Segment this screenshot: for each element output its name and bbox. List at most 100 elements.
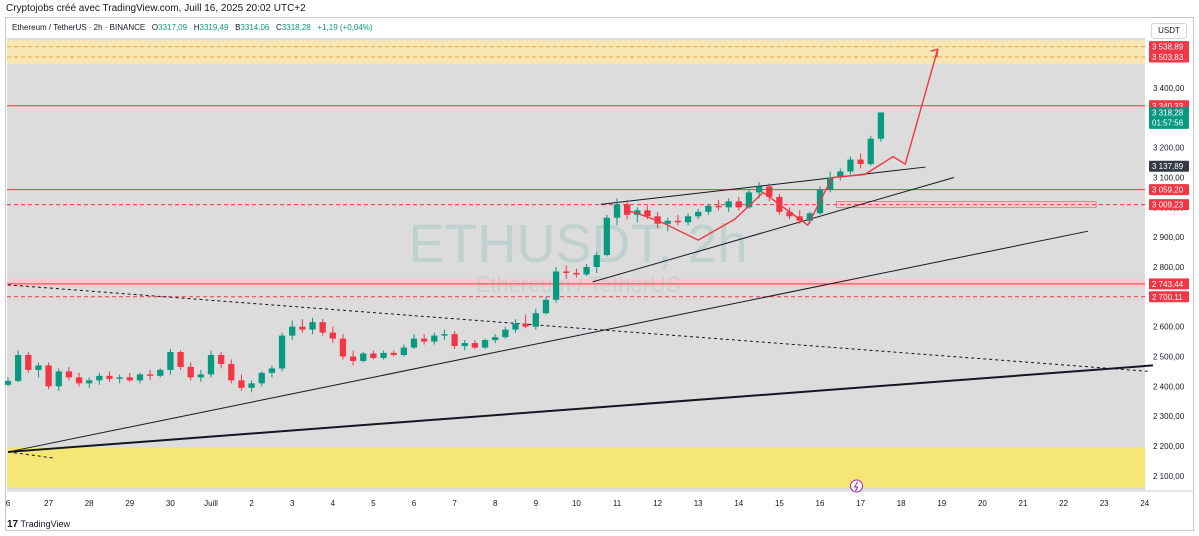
candle-body bbox=[45, 365, 52, 387]
trendline[interactable] bbox=[592, 177, 955, 283]
candle-body bbox=[146, 374, 154, 376]
candle-body bbox=[116, 377, 123, 379]
candle-body bbox=[157, 369, 164, 376]
watermark-name: Ethereum / TetherUS bbox=[475, 272, 680, 297]
candle-body bbox=[289, 326, 296, 336]
candle-body bbox=[715, 205, 722, 208]
trendline[interactable] bbox=[7, 284, 1149, 372]
y-tick-label: 2 200,00 bbox=[1153, 442, 1185, 451]
x-tick-label: 24 bbox=[1140, 499, 1149, 508]
candle bbox=[725, 198, 732, 212]
currency-selector[interactable]: USDT bbox=[1151, 23, 1187, 39]
y-tick-label: 2 500,00 bbox=[1153, 352, 1185, 361]
trendline[interactable] bbox=[7, 451, 53, 459]
price-label-bg bbox=[1149, 184, 1189, 196]
candle-body bbox=[735, 201, 742, 208]
candle-body bbox=[248, 383, 255, 388]
x-tick-label: 5 bbox=[371, 499, 376, 508]
price-label: 3 503,83 bbox=[1149, 51, 1189, 63]
tradingview-logo[interactable]: 17 TradingView bbox=[7, 519, 70, 530]
candle-body bbox=[218, 354, 225, 364]
x-tick-label: 12 bbox=[653, 499, 662, 508]
candle-body bbox=[695, 211, 702, 217]
candle-body bbox=[654, 216, 661, 224]
candle bbox=[603, 214, 610, 257]
candle-body bbox=[55, 371, 62, 387]
watermark-symbol: ETHUSDT, 2h bbox=[408, 214, 747, 274]
candle bbox=[197, 369, 204, 382]
y-tick-label: 2 400,00 bbox=[1153, 382, 1185, 391]
price-label: 3 137,89 bbox=[1149, 160, 1189, 172]
x-tick-label: 15 bbox=[775, 499, 784, 508]
price-label-text: 3 318,28 bbox=[1152, 108, 1184, 117]
y-tick-label: 2 100,00 bbox=[1153, 472, 1185, 481]
price-label-bg bbox=[1149, 291, 1189, 303]
trendline[interactable] bbox=[7, 364, 1153, 453]
candle bbox=[766, 183, 773, 202]
x-tick-label: 21 bbox=[1019, 499, 1028, 508]
candle-body bbox=[613, 204, 621, 218]
candle-body bbox=[512, 323, 519, 330]
legend-close-key: C bbox=[276, 23, 282, 32]
candle-body bbox=[339, 338, 347, 357]
candle-body bbox=[349, 356, 357, 361]
y-tick-label: 2 900,00 bbox=[1153, 233, 1185, 242]
candle-body bbox=[492, 337, 499, 341]
price-label: 3 009,23 bbox=[1149, 199, 1189, 211]
x-tick-label: 13 bbox=[694, 499, 703, 508]
candle bbox=[613, 198, 621, 226]
price-label-text: 2 700,11 bbox=[1152, 293, 1183, 302]
candle-body bbox=[278, 335, 286, 369]
trendline[interactable] bbox=[600, 166, 926, 205]
candle bbox=[319, 319, 326, 336]
event-lightning-icon[interactable] bbox=[850, 479, 864, 493]
candle-body bbox=[228, 363, 235, 381]
candle bbox=[715, 199, 722, 211]
price-label-text: 3 340,33 bbox=[1152, 102, 1184, 111]
price-label-bg bbox=[1149, 51, 1189, 63]
candle-body bbox=[674, 220, 682, 223]
price-zone bbox=[7, 447, 1145, 488]
legend-low-key: B bbox=[235, 23, 241, 32]
candle-body bbox=[421, 338, 428, 342]
candle-body bbox=[410, 338, 418, 348]
candle-body bbox=[867, 138, 874, 165]
candle-body bbox=[380, 352, 387, 358]
trendline[interactable] bbox=[7, 230, 1089, 453]
candle-body bbox=[400, 347, 407, 355]
plot-area[interactable] bbox=[7, 38, 1145, 490]
candle-body bbox=[329, 332, 336, 339]
candle-body bbox=[664, 220, 671, 224]
legend-open-key: O bbox=[151, 23, 159, 32]
candle bbox=[502, 326, 509, 339]
candle-body bbox=[75, 377, 83, 384]
candle bbox=[116, 374, 123, 384]
candle-body bbox=[522, 323, 529, 327]
y-tick-label: 3 400,00 bbox=[1153, 84, 1185, 93]
x-tick-label: 6 bbox=[6, 499, 11, 508]
legend-high-value: 3319,49 bbox=[199, 23, 229, 32]
candle bbox=[654, 211, 661, 229]
x-tick-label: 10 bbox=[572, 499, 581, 508]
candle bbox=[228, 359, 235, 384]
candle bbox=[847, 156, 854, 175]
projection-path[interactable] bbox=[624, 49, 939, 241]
candle-body bbox=[552, 271, 560, 300]
candle-body bbox=[857, 159, 864, 165]
candle-body bbox=[268, 368, 276, 373]
candle bbox=[207, 350, 215, 378]
candle bbox=[360, 352, 367, 363]
candle bbox=[329, 326, 336, 344]
candle bbox=[512, 319, 519, 333]
projection-arrowhead bbox=[930, 48, 939, 58]
legend-high-key: H bbox=[193, 23, 200, 32]
candle bbox=[552, 266, 560, 303]
price-label-text: 3 538,89 bbox=[1152, 43, 1184, 52]
x-tick-label: 2 bbox=[249, 499, 254, 508]
candle bbox=[837, 168, 844, 181]
candle bbox=[136, 372, 144, 384]
x-tick-label: 6 bbox=[412, 499, 417, 508]
candle-body bbox=[207, 354, 215, 375]
